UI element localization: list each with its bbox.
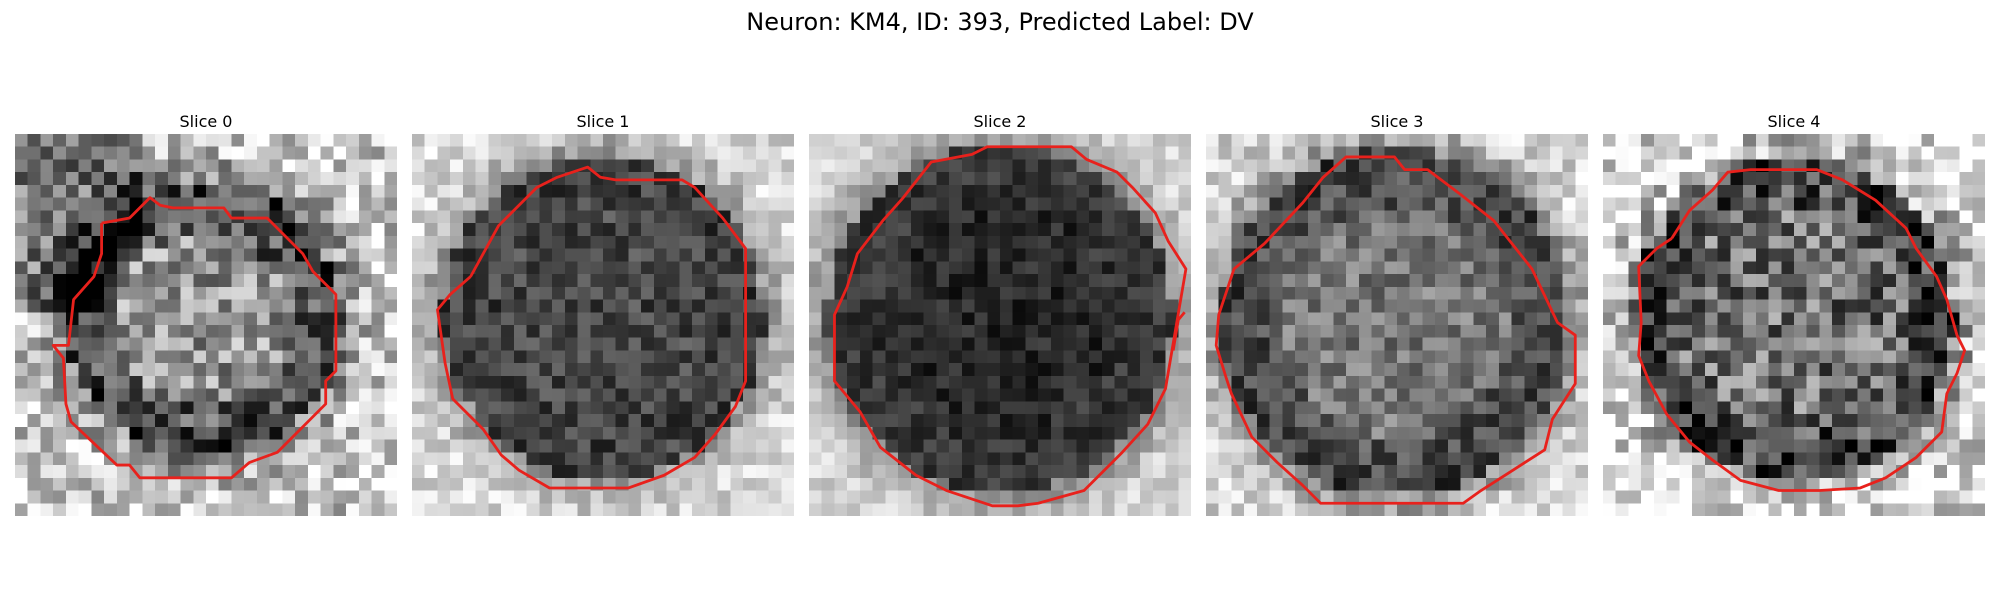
slice-panel-1: Slice 1: [412, 112, 794, 516]
segmentation-contour: [1637, 168, 1967, 492]
slice-image: [412, 134, 794, 516]
slice-panel-0: Slice 0: [15, 112, 397, 516]
segmentation-contour: [833, 145, 1188, 508]
segmentation-contour: [436, 165, 748, 490]
slice-image: [1206, 134, 1588, 516]
slice-title: Slice 0: [179, 112, 233, 131]
slice-image: [809, 134, 1191, 516]
segmentation-contour: [51, 196, 338, 480]
slice-title: Slice 4: [1767, 112, 1821, 131]
slice-title: Slice 2: [973, 112, 1027, 131]
slice-image: [1603, 134, 1985, 516]
figure-title: Neuron: KM4, ID: 393, Predicted Label: D…: [746, 8, 1254, 36]
slice-panel-4: Slice 4: [1603, 112, 1985, 516]
slice-panel-2: Slice 2: [809, 112, 1191, 516]
slice-title: Slice 3: [1370, 112, 1424, 131]
segmentation-contour: [1214, 155, 1577, 505]
slice-panel-3: Slice 3: [1206, 112, 1588, 516]
slice-title: Slice 1: [576, 112, 630, 131]
segmentation-contour: [1171, 311, 1186, 351]
slice-image: [15, 134, 397, 516]
